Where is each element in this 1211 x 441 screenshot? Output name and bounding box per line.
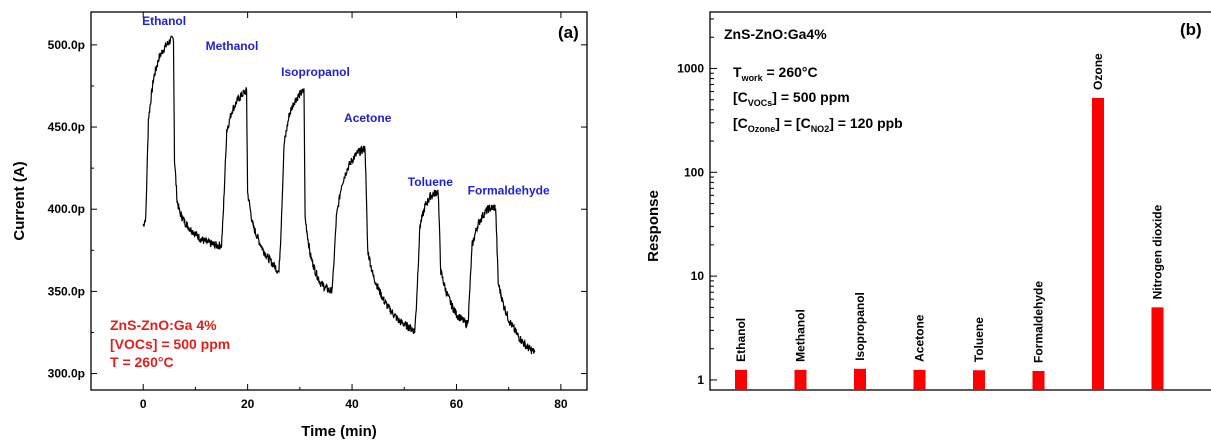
panel-b-bar: [913, 369, 926, 390]
panel-b-info-line-3: [COzone] = [CNO2] = 120 ppb: [733, 115, 903, 134]
panel-b-bar-label: Nitrogen dioxide: [1151, 204, 1165, 299]
panel-a-plot-area: [90, 11, 588, 391]
panel-a-gas-label: Ethanol: [142, 14, 186, 28]
panel-b-bar-label: Toluene: [972, 317, 986, 362]
panel-b-info-line-2: [CVOCs] = 500 ppm: [733, 89, 850, 108]
panel-a-legend-line-3: T = 260°C: [110, 354, 174, 370]
panel-b-plot-area: [709, 11, 1211, 391]
panel-a-ticks: 0 20 40 60 80 300.0p 350.0p 400.0p 450.0p 500.0p: [48, 12, 587, 411]
panel-a-label: (a): [558, 23, 579, 42]
panel-a-gas-label: Toluene: [408, 175, 453, 189]
panel-a-gas-label: Isopropanol: [281, 65, 350, 79]
panel-b-bar: [1032, 370, 1045, 390]
panel-a-legend-line-1: ZnS-ZnO:Ga 4%: [110, 317, 217, 333]
panel-a-xtick-label: 20: [241, 397, 255, 411]
panel-a-ytick-label: 450.0p: [48, 120, 85, 134]
panel-b-ytick-label: 10: [691, 269, 705, 283]
panel-a-xtick-label: 80: [554, 397, 568, 411]
panel-b-bars: [735, 97, 1164, 390]
panel-b-bar-label: Ozone: [1091, 53, 1105, 90]
panel-a-gas-label: Acetone: [344, 111, 392, 125]
panel-b-bar-label: Ethanol: [734, 318, 748, 362]
panel-a-ytick-label: 350.0p: [48, 284, 85, 298]
panel-b-ytick-label: 100: [684, 165, 704, 179]
panel-a-gas-label: Formaldehyde: [468, 183, 550, 197]
panel-a-current-trace: [142, 35, 536, 355]
panel-a-gas-annotations: Ethanol Methanol Isopropanol Acetone Toluene…: [142, 14, 550, 197]
panel-b-bar: [1092, 97, 1104, 390]
panel-b-label: (b): [1180, 20, 1202, 39]
panel-b-info-title: ZnS-ZnO:Ga4%: [724, 26, 827, 42]
panel-a-xtick-label: 60: [450, 397, 464, 411]
panel-b-bar-label: Acetone: [913, 314, 927, 362]
panel-b-info-line-1: Twork = 260°C: [733, 64, 818, 83]
panel-b-ylabel: Response: [645, 190, 662, 262]
panel-a-ytick-label: 300.0p: [48, 367, 85, 381]
panel-b-bar: [735, 369, 747, 390]
panel-b-bar-label: Methanol: [794, 309, 808, 362]
panel-b-bar: [1151, 307, 1164, 390]
panel-a-legend: ZnS-ZnO:Ga 4% [VOCs] = 500 ppm T = 260°C: [110, 317, 230, 370]
panel-a-xtick-label: 0: [140, 397, 147, 411]
panel-a-legend-line-2: [VOCs] = 500 ppm: [110, 336, 230, 352]
panel-b-ytick-label: 1000: [677, 61, 704, 75]
panel-b-bar: [973, 370, 985, 390]
panel-b-bar: [794, 369, 807, 390]
panel-a-ylabel: Current (A): [11, 161, 28, 240]
panel-b-info-box: ZnS-ZnO:Ga4% Twork = 260°C [CVOCs] = 500…: [724, 26, 903, 134]
panel-b-bar-label: Formaldehyde: [1032, 281, 1046, 363]
panel-a-xlabel: Time (min): [301, 423, 377, 440]
panel-a-gas-label: Methanol: [206, 39, 259, 53]
panel-a-xtick-label: 40: [345, 397, 359, 411]
panel-a-ytick-label: 400.0p: [48, 202, 85, 216]
panel-b-bar-labels: Ethanol Methanol Isopropanol Acetone Toluene…: [734, 53, 1165, 363]
panel-b-bar-label: Isopropanol: [853, 292, 867, 361]
panel-b-bar: [854, 368, 866, 390]
panel-b-ytick-label: 1: [697, 373, 704, 387]
panel-a-ytick-label: 500.0p: [48, 38, 85, 52]
